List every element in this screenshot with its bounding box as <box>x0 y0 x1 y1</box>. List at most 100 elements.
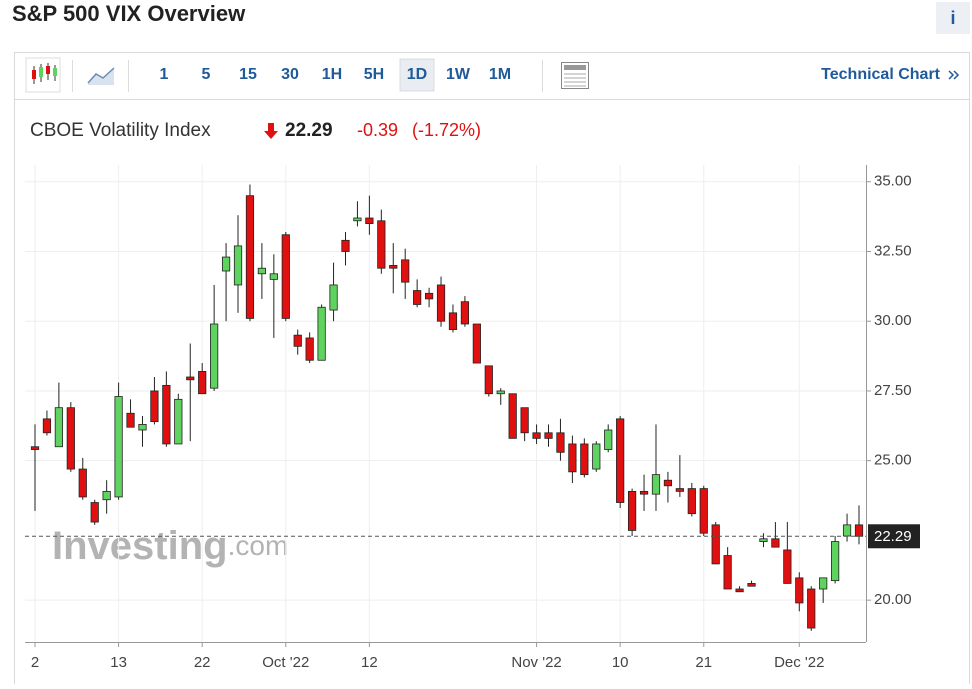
info-button[interactable] <box>936 2 970 34</box>
candle-body <box>448 312 458 330</box>
candle-body <box>210 323 219 389</box>
candle-body <box>377 220 386 269</box>
candle-body <box>484 365 493 395</box>
interval-button[interactable]: 1M <box>489 66 511 83</box>
last-price-box <box>868 524 920 549</box>
candle-body <box>711 524 720 565</box>
candle-body <box>90 502 99 523</box>
candle-body <box>496 390 505 395</box>
interval-button[interactable]: 1H <box>322 66 342 83</box>
candle-body <box>616 418 625 503</box>
candle-body <box>831 541 840 582</box>
candle-body <box>651 474 661 495</box>
x-tick-label: Nov '22 <box>511 654 561 671</box>
candle-body <box>424 292 434 300</box>
candle-body <box>544 432 553 439</box>
x-tick-label: 13 <box>110 654 127 671</box>
technical-chart-link[interactable]: Technical Chart <box>821 66 941 83</box>
candle-body <box>78 468 87 498</box>
candle-body <box>580 443 589 476</box>
x-tick-label: Dec '22 <box>774 654 824 671</box>
candle-body <box>854 524 864 537</box>
quote-price: 22.29 <box>285 120 333 141</box>
candle-body <box>687 488 696 515</box>
candle-body <box>305 337 314 361</box>
candle-body <box>54 407 63 448</box>
link-chevron <box>948 70 960 80</box>
candle-body <box>532 432 541 439</box>
quote-change-pct: (-1.72%) <box>412 120 481 140</box>
candle-body <box>257 267 267 275</box>
candle-body <box>186 376 195 381</box>
candle-body <box>556 432 565 453</box>
candle-body <box>472 323 481 364</box>
candle-body <box>221 256 231 272</box>
candle-body <box>198 371 207 395</box>
candle-icon[interactable] <box>25 57 61 93</box>
y-tick-label: 35.00 <box>874 173 912 190</box>
candle-body <box>795 577 804 604</box>
candle-body <box>723 555 732 590</box>
interval-button[interactable]: 1 <box>160 66 169 83</box>
candle-body <box>819 577 828 590</box>
x-tick-label: 21 <box>695 654 712 671</box>
page-title: S&P 500 VIX Overview <box>12 1 246 26</box>
candle-body <box>771 538 780 548</box>
y-tick-label: 27.50 <box>874 382 912 399</box>
candle-body <box>783 549 792 584</box>
candle-body <box>245 195 255 319</box>
candle-body <box>233 245 243 286</box>
candle-body <box>401 259 410 283</box>
interval-button[interactable]: 5H <box>364 66 384 83</box>
candle-body <box>150 390 159 423</box>
last-price-label: 22.29 <box>874 528 912 545</box>
candle-body <box>341 239 350 252</box>
interval-button[interactable]: 15 <box>239 66 257 83</box>
watermark: Investing.com <box>52 524 288 568</box>
candle-body <box>675 488 684 492</box>
x-tick-label: 2 <box>31 654 39 671</box>
watermark-brand: Investing <box>52 524 228 568</box>
candle-body <box>174 398 183 445</box>
x-tick-label: 22 <box>194 654 211 671</box>
candle-body <box>747 583 756 587</box>
candle-body <box>639 490 649 495</box>
candle-body <box>436 284 446 322</box>
plot: Investing.com 20.00 25.00 27.50 30.00 32.50 35… <box>25 165 920 671</box>
interval-active-bg <box>399 58 435 92</box>
quote-change: -0.39 <box>357 120 398 140</box>
candle-body <box>520 407 529 434</box>
chart-frame <box>14 52 970 689</box>
candle-body <box>508 393 517 439</box>
interval-button[interactable]: 5 <box>202 66 211 83</box>
x-tick-label: 10 <box>612 654 629 671</box>
table-icon[interactable] <box>561 62 589 89</box>
x-tick-label: 12 <box>361 654 378 671</box>
interval-button[interactable]: 1D <box>407 66 427 83</box>
candle-body <box>568 443 577 473</box>
candle-body <box>353 217 362 222</box>
candle-body <box>592 443 601 470</box>
candle-body <box>269 273 278 280</box>
candle-body <box>735 588 744 593</box>
candle-body <box>42 418 52 434</box>
candle-body <box>627 490 637 531</box>
candle-body <box>842 524 852 537</box>
candle-body <box>126 412 135 428</box>
candle-body <box>114 396 123 498</box>
interval-button[interactable]: 30 <box>281 66 299 83</box>
candle-body <box>281 234 290 319</box>
candle-body <box>66 407 75 470</box>
y-tick-label: 32.50 <box>874 242 912 259</box>
candle-body <box>699 488 708 534</box>
candle-body <box>102 490 111 501</box>
line-icon[interactable] <box>87 67 115 85</box>
candle-body <box>389 265 398 269</box>
candle-body <box>759 538 768 542</box>
candle-body <box>30 446 40 450</box>
candle-body <box>663 479 673 487</box>
info-label[interactable]: i <box>950 8 955 28</box>
interval-button[interactable]: 1W <box>446 66 471 83</box>
candle-body <box>365 217 374 224</box>
